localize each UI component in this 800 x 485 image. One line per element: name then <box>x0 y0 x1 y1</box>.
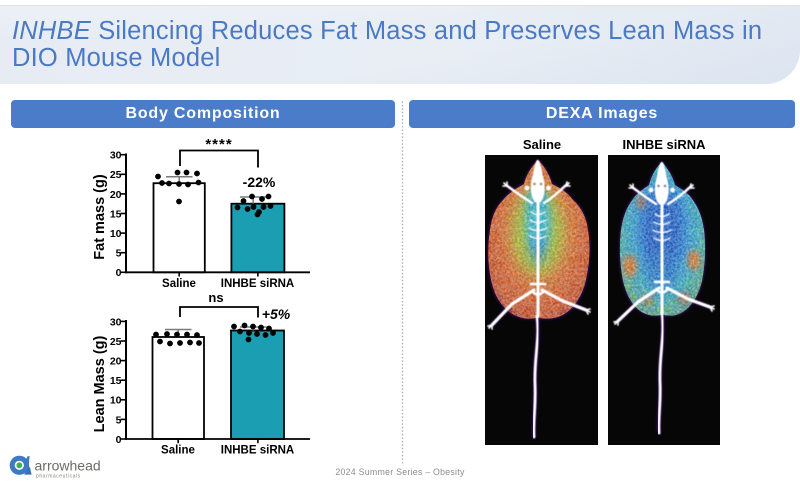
svg-text:0: 0 <box>116 267 122 279</box>
svg-text:Lean Mass (g): Lean Mass (g) <box>92 335 108 432</box>
svg-text:20: 20 <box>110 356 122 368</box>
svg-text:pharmaceuticals: pharmaceuticals <box>36 474 81 480</box>
svg-text:25: 25 <box>110 336 122 348</box>
svg-text:10: 10 <box>110 228 122 240</box>
svg-text:15: 15 <box>110 375 122 387</box>
svg-text:****: **** <box>205 136 232 153</box>
svg-text:25: 25 <box>110 169 122 181</box>
svg-text:Fat mass (g): Fat mass (g) <box>92 174 108 260</box>
svg-text:10: 10 <box>110 395 122 407</box>
svg-text:20: 20 <box>110 189 122 201</box>
svg-text:Saline: Saline <box>523 137 561 152</box>
svg-text:Saline: Saline <box>162 278 196 290</box>
svg-text:+5%: +5% <box>262 306 291 322</box>
svg-text:-22%: -22% <box>243 174 276 190</box>
svg-text:ns: ns <box>208 290 223 305</box>
svg-text:arrowhead: arrowhead <box>35 458 101 474</box>
svg-text:INHBE siRNA: INHBE siRNA <box>622 137 706 152</box>
svg-text:INHBE siRNA: INHBE siRNA <box>221 445 294 457</box>
svg-text:Saline: Saline <box>161 445 195 457</box>
svg-text:30: 30 <box>110 150 122 162</box>
svg-text:0: 0 <box>116 434 122 446</box>
svg-text:5: 5 <box>116 248 122 260</box>
svg-text:5: 5 <box>116 414 122 426</box>
svg-text:15: 15 <box>110 208 122 220</box>
svg-text:INHBE siRNA: INHBE siRNA <box>221 278 294 290</box>
svg-text:30: 30 <box>110 316 122 328</box>
